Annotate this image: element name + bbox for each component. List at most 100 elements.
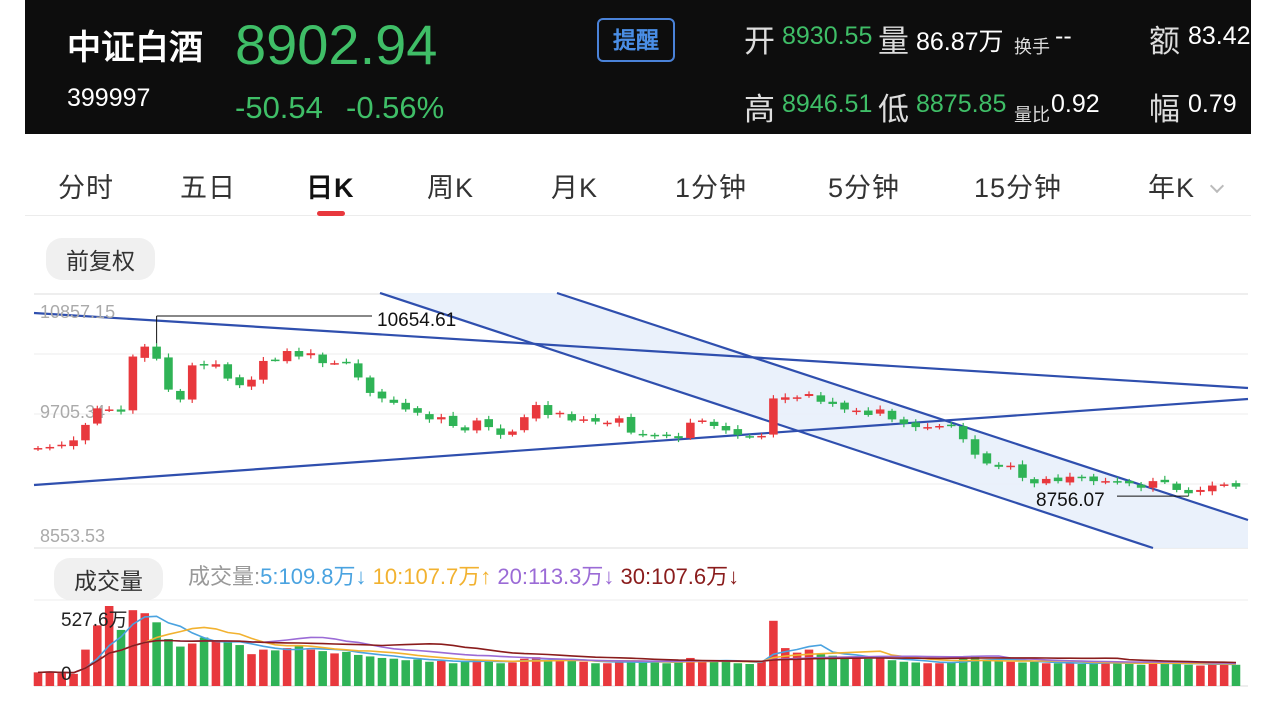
volume-bar: [437, 660, 446, 686]
volume-bar: [45, 671, 55, 686]
candle-body: [270, 359, 280, 362]
volume-bar: [176, 646, 185, 686]
volume-bar: [211, 640, 221, 686]
candle-body: [1065, 476, 1075, 483]
volume-ma30-value: 30:107.6万↓: [614, 564, 739, 589]
candle-body: [982, 453, 992, 464]
volume-bar: [828, 655, 837, 686]
tab-intraday[interactable]: 分时: [58, 173, 114, 203]
candle-body: [282, 351, 292, 362]
high-label: 高: [744, 92, 775, 127]
tab-1min[interactable]: 1分钟: [675, 173, 748, 203]
trend-line: [379, 291, 1154, 550]
volume-bar: [982, 659, 992, 686]
volume-bar: [187, 643, 197, 686]
candle-body: [235, 377, 244, 386]
volume-bar: [686, 657, 695, 686]
volume-bar: [994, 660, 1004, 686]
alert-button[interactable]: 提醒: [597, 18, 675, 62]
candle-body: [1172, 483, 1181, 490]
candle-body: [401, 402, 410, 410]
volratio-value: 0.92: [1051, 90, 1100, 118]
quote-header: 中证白酒 399997 8902.94 -50.54 -0.56% 提醒 开 8…: [25, 0, 1251, 134]
candle-body: [81, 424, 90, 441]
candle-body: [531, 405, 541, 419]
candle-body: [1113, 481, 1122, 483]
volume-bar: [235, 645, 244, 686]
y-mid-label: 9705.34: [40, 402, 105, 422]
tab-yearly-k-label: 年K: [1148, 173, 1196, 203]
period-tabs: 分时 五日 日K 周K 月K 1分钟 5分钟 15分钟 年K: [25, 150, 1251, 216]
volume-bar: [389, 658, 399, 686]
volratio-label: 量比: [1014, 105, 1050, 125]
volume-bar: [875, 657, 885, 686]
candle-body: [460, 427, 470, 431]
candle-body: [899, 419, 909, 424]
candle-body: [57, 444, 66, 447]
index-code: 399997: [67, 84, 151, 112]
turnover-value: --: [1055, 22, 1072, 50]
candle-body: [342, 361, 351, 364]
volume-bar: [852, 657, 861, 686]
volume-bar: [128, 610, 138, 686]
tab-daily-k[interactable]: 日K: [306, 173, 355, 203]
last-price: 8902.94: [235, 13, 438, 76]
volume-bar: [1089, 663, 1098, 686]
tab-weekly-k[interactable]: 周K: [427, 173, 475, 203]
trend-line: [33, 311, 1249, 390]
low-label: 低: [878, 92, 909, 127]
tab-five-day[interactable]: 五日: [180, 173, 236, 203]
candle-body: [923, 427, 932, 429]
candle-body: [259, 360, 268, 380]
tab-monthly-k[interactable]: 月K: [551, 173, 599, 203]
candle-body: [697, 420, 707, 422]
volume-bar: [1065, 663, 1075, 686]
tab-yearly-k[interactable]: 年K: [1148, 166, 1224, 205]
volume-bar: [769, 620, 778, 686]
volume-bar: [757, 661, 766, 686]
candle-body: [958, 426, 968, 440]
volume-bar: [140, 613, 150, 686]
volume-bar: [460, 661, 470, 686]
candle-body: [947, 424, 956, 427]
volume-indicator-button[interactable]: 成交量: [54, 558, 163, 600]
tab-15min[interactable]: 15分钟: [974, 173, 1063, 203]
volume-bar: [93, 625, 102, 686]
volume-bar: [1030, 661, 1039, 686]
candle-body: [1101, 481, 1110, 483]
trend-channel-fill: [380, 293, 1248, 548]
amount-label: 额: [1149, 24, 1180, 59]
y-max-label: 10857.15: [40, 302, 115, 322]
candle-body: [638, 433, 648, 436]
low-marker-label: 8756.07: [1036, 490, 1105, 511]
adjust-mode-button[interactable]: 前复权: [46, 238, 155, 280]
candle-body: [389, 399, 399, 403]
volume-bar: [116, 629, 126, 686]
volume-bar: [1006, 661, 1015, 686]
volume-bar: [887, 660, 897, 686]
candle-body: [140, 346, 150, 358]
candle-body: [887, 410, 897, 420]
volume-bar: [1148, 661, 1158, 686]
candle-body: [176, 390, 185, 400]
candle-body: [1196, 489, 1205, 492]
candle-body: [745, 436, 754, 438]
volume-bar: [259, 649, 268, 686]
candle-body: [1006, 465, 1015, 468]
candle-body: [769, 398, 778, 435]
volume-bar: [164, 638, 173, 686]
turnover-label: 换手: [1014, 37, 1050, 57]
candle-body: [413, 408, 422, 413]
volume-bar: [472, 659, 482, 686]
candle-body: [353, 363, 363, 378]
tab-5min[interactable]: 5分钟: [828, 173, 901, 203]
volume-bar: [970, 655, 980, 686]
candle-body: [128, 356, 138, 411]
volume-bar: [911, 662, 921, 686]
volume-bar: [555, 659, 565, 686]
volume-bar: [899, 661, 909, 686]
candle-body: [792, 397, 802, 399]
candle-body: [247, 379, 256, 387]
